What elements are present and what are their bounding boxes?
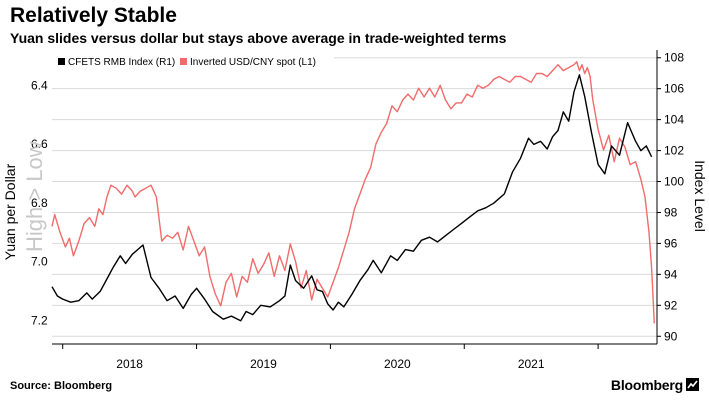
series-layer bbox=[51, 61, 655, 324]
legend-swatch-cfets bbox=[58, 58, 65, 65]
legend-box bbox=[52, 53, 334, 70]
right-tick-label: 102 bbox=[664, 144, 684, 158]
legend-swatch-usdcny bbox=[180, 58, 187, 65]
legend-label-cfets: CFETS RMB Index (R1) bbox=[68, 57, 175, 68]
left-axis-label: Yuan per Dollar bbox=[2, 163, 18, 260]
chart-subtitle: Yuan slides versus dollar but stays abov… bbox=[10, 30, 507, 46]
right-tick-label: 92 bbox=[664, 298, 678, 312]
right-tick-label: 108 bbox=[664, 51, 684, 65]
legend-label-usdcny: Inverted USD/CNY spot (L1) bbox=[190, 57, 316, 68]
right-tick-label: 98 bbox=[664, 205, 678, 219]
series-line-usdcny bbox=[51, 61, 655, 324]
right-tick-label: 100 bbox=[664, 175, 684, 189]
right-tick-label: 104 bbox=[664, 113, 684, 127]
source-note: Source: Bloomberg bbox=[10, 380, 113, 392]
x-tick-label: 2021 bbox=[518, 357, 545, 371]
series-line-cfets bbox=[51, 74, 653, 322]
legend: CFETS RMB Index (R1) Inverted USD/CNY sp… bbox=[52, 53, 334, 70]
right-tick-label: 106 bbox=[664, 82, 684, 96]
high-low-watermark: High > Low bbox=[22, 141, 47, 252]
left-y-ticks: 6.4 6.6 6.8 7.0 7.2 bbox=[31, 78, 48, 327]
left-tick-label: 6.4 bbox=[31, 78, 48, 92]
bloomberg-mark-icon bbox=[686, 378, 699, 391]
right-axis-label: Index Level bbox=[692, 160, 708, 232]
right-y-ticks: 90 92 94 96 98 100 102 104 106 108 bbox=[657, 51, 684, 343]
grid-lines bbox=[52, 57, 657, 337]
right-tick-label: 90 bbox=[664, 329, 678, 343]
axes bbox=[52, 50, 658, 345]
x-ticks: 2018 2019 2020 2021 bbox=[62, 344, 599, 371]
right-tick-label: 94 bbox=[664, 267, 678, 281]
bloomberg-logo: Bloomberg bbox=[610, 377, 683, 393]
x-tick-label: 2019 bbox=[250, 357, 277, 371]
left-tick-label: 7.2 bbox=[31, 313, 48, 327]
left-tick-label: 7.0 bbox=[31, 255, 48, 269]
x-tick-label: 2018 bbox=[116, 357, 143, 371]
x-tick-label: 2020 bbox=[384, 357, 411, 371]
left-tick-label: 6.6 bbox=[31, 137, 48, 151]
left-tick-label: 6.8 bbox=[31, 196, 48, 210]
chart-title: Relatively Stable bbox=[10, 4, 177, 27]
right-tick-label: 96 bbox=[664, 236, 678, 250]
